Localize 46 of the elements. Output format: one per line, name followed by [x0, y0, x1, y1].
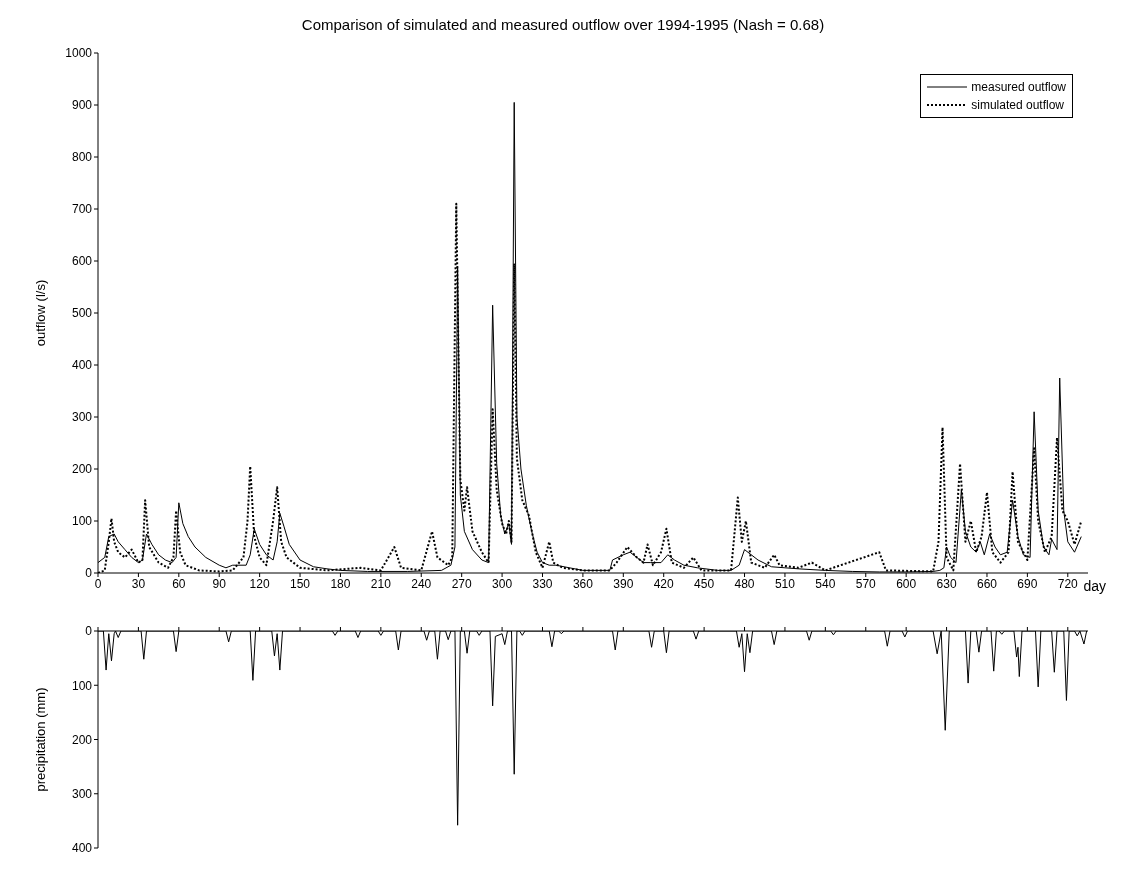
x-tick-label: 630	[936, 576, 957, 591]
x-tick-label: 30	[131, 576, 146, 591]
x-tick-label: 510	[774, 576, 796, 591]
y-tick-label: 100	[71, 514, 93, 529]
y-tick-label: 500	[71, 306, 93, 321]
x-tick-label: 660	[976, 576, 998, 591]
y-tick-label: 0	[85, 624, 93, 639]
y-tick-label: 400	[71, 358, 93, 373]
x-tick-label: 540	[815, 576, 836, 591]
x-tick-label: 420	[653, 576, 675, 591]
x-tick-label: 150	[290, 576, 311, 591]
legend-label: measured outflow	[971, 79, 1066, 96]
x-tick-label: 330	[532, 576, 553, 591]
x-tick-label: 480	[734, 576, 755, 591]
y-tick-label: 0	[85, 566, 93, 581]
x-tick-label: 390	[613, 576, 634, 591]
y-tick-label: 600	[71, 254, 93, 269]
y-tick-label: 200	[71, 462, 93, 477]
y-axis-title: precipitation (mm)	[32, 687, 48, 792]
y-tick-label: 1000	[65, 46, 93, 61]
y-tick-label: 300	[71, 787, 93, 802]
legend-label: simulated outflow	[971, 97, 1064, 114]
x-axis-title: day	[1083, 578, 1106, 594]
x-tick-label: 690	[1017, 576, 1038, 591]
y-tick-label: 200	[71, 732, 93, 747]
x-tick-label: 360	[572, 576, 594, 591]
x-tick-label: 720	[1057, 576, 1079, 591]
y-tick-label: 100	[71, 678, 93, 693]
x-tick-label: 180	[330, 576, 351, 591]
x-tick-label: 210	[370, 576, 392, 591]
y-tick-label: 300	[71, 410, 93, 425]
y-tick-label: 900	[71, 98, 93, 113]
chart-title: Comparison of simulated and measured outflow over 1994-1995 (Nash = 0.68)	[300, 16, 826, 33]
x-tick-label: 120	[249, 576, 270, 591]
y-tick-label: 700	[71, 202, 93, 217]
x-tick-label: 450	[694, 576, 715, 591]
x-tick-label: 570	[855, 576, 877, 591]
x-tick-label: 90	[212, 576, 227, 591]
x-tick-label: 60	[172, 576, 186, 591]
y-axis-title: outflow (l/s)	[32, 279, 48, 347]
y-tick-label: 800	[71, 150, 93, 165]
x-tick-label: 600	[896, 576, 917, 591]
x-tick-label: 240	[411, 576, 432, 591]
y-tick-label: 400	[71, 841, 93, 856]
x-tick-label: 300	[492, 576, 513, 591]
x-tick-label: 270	[451, 576, 473, 591]
